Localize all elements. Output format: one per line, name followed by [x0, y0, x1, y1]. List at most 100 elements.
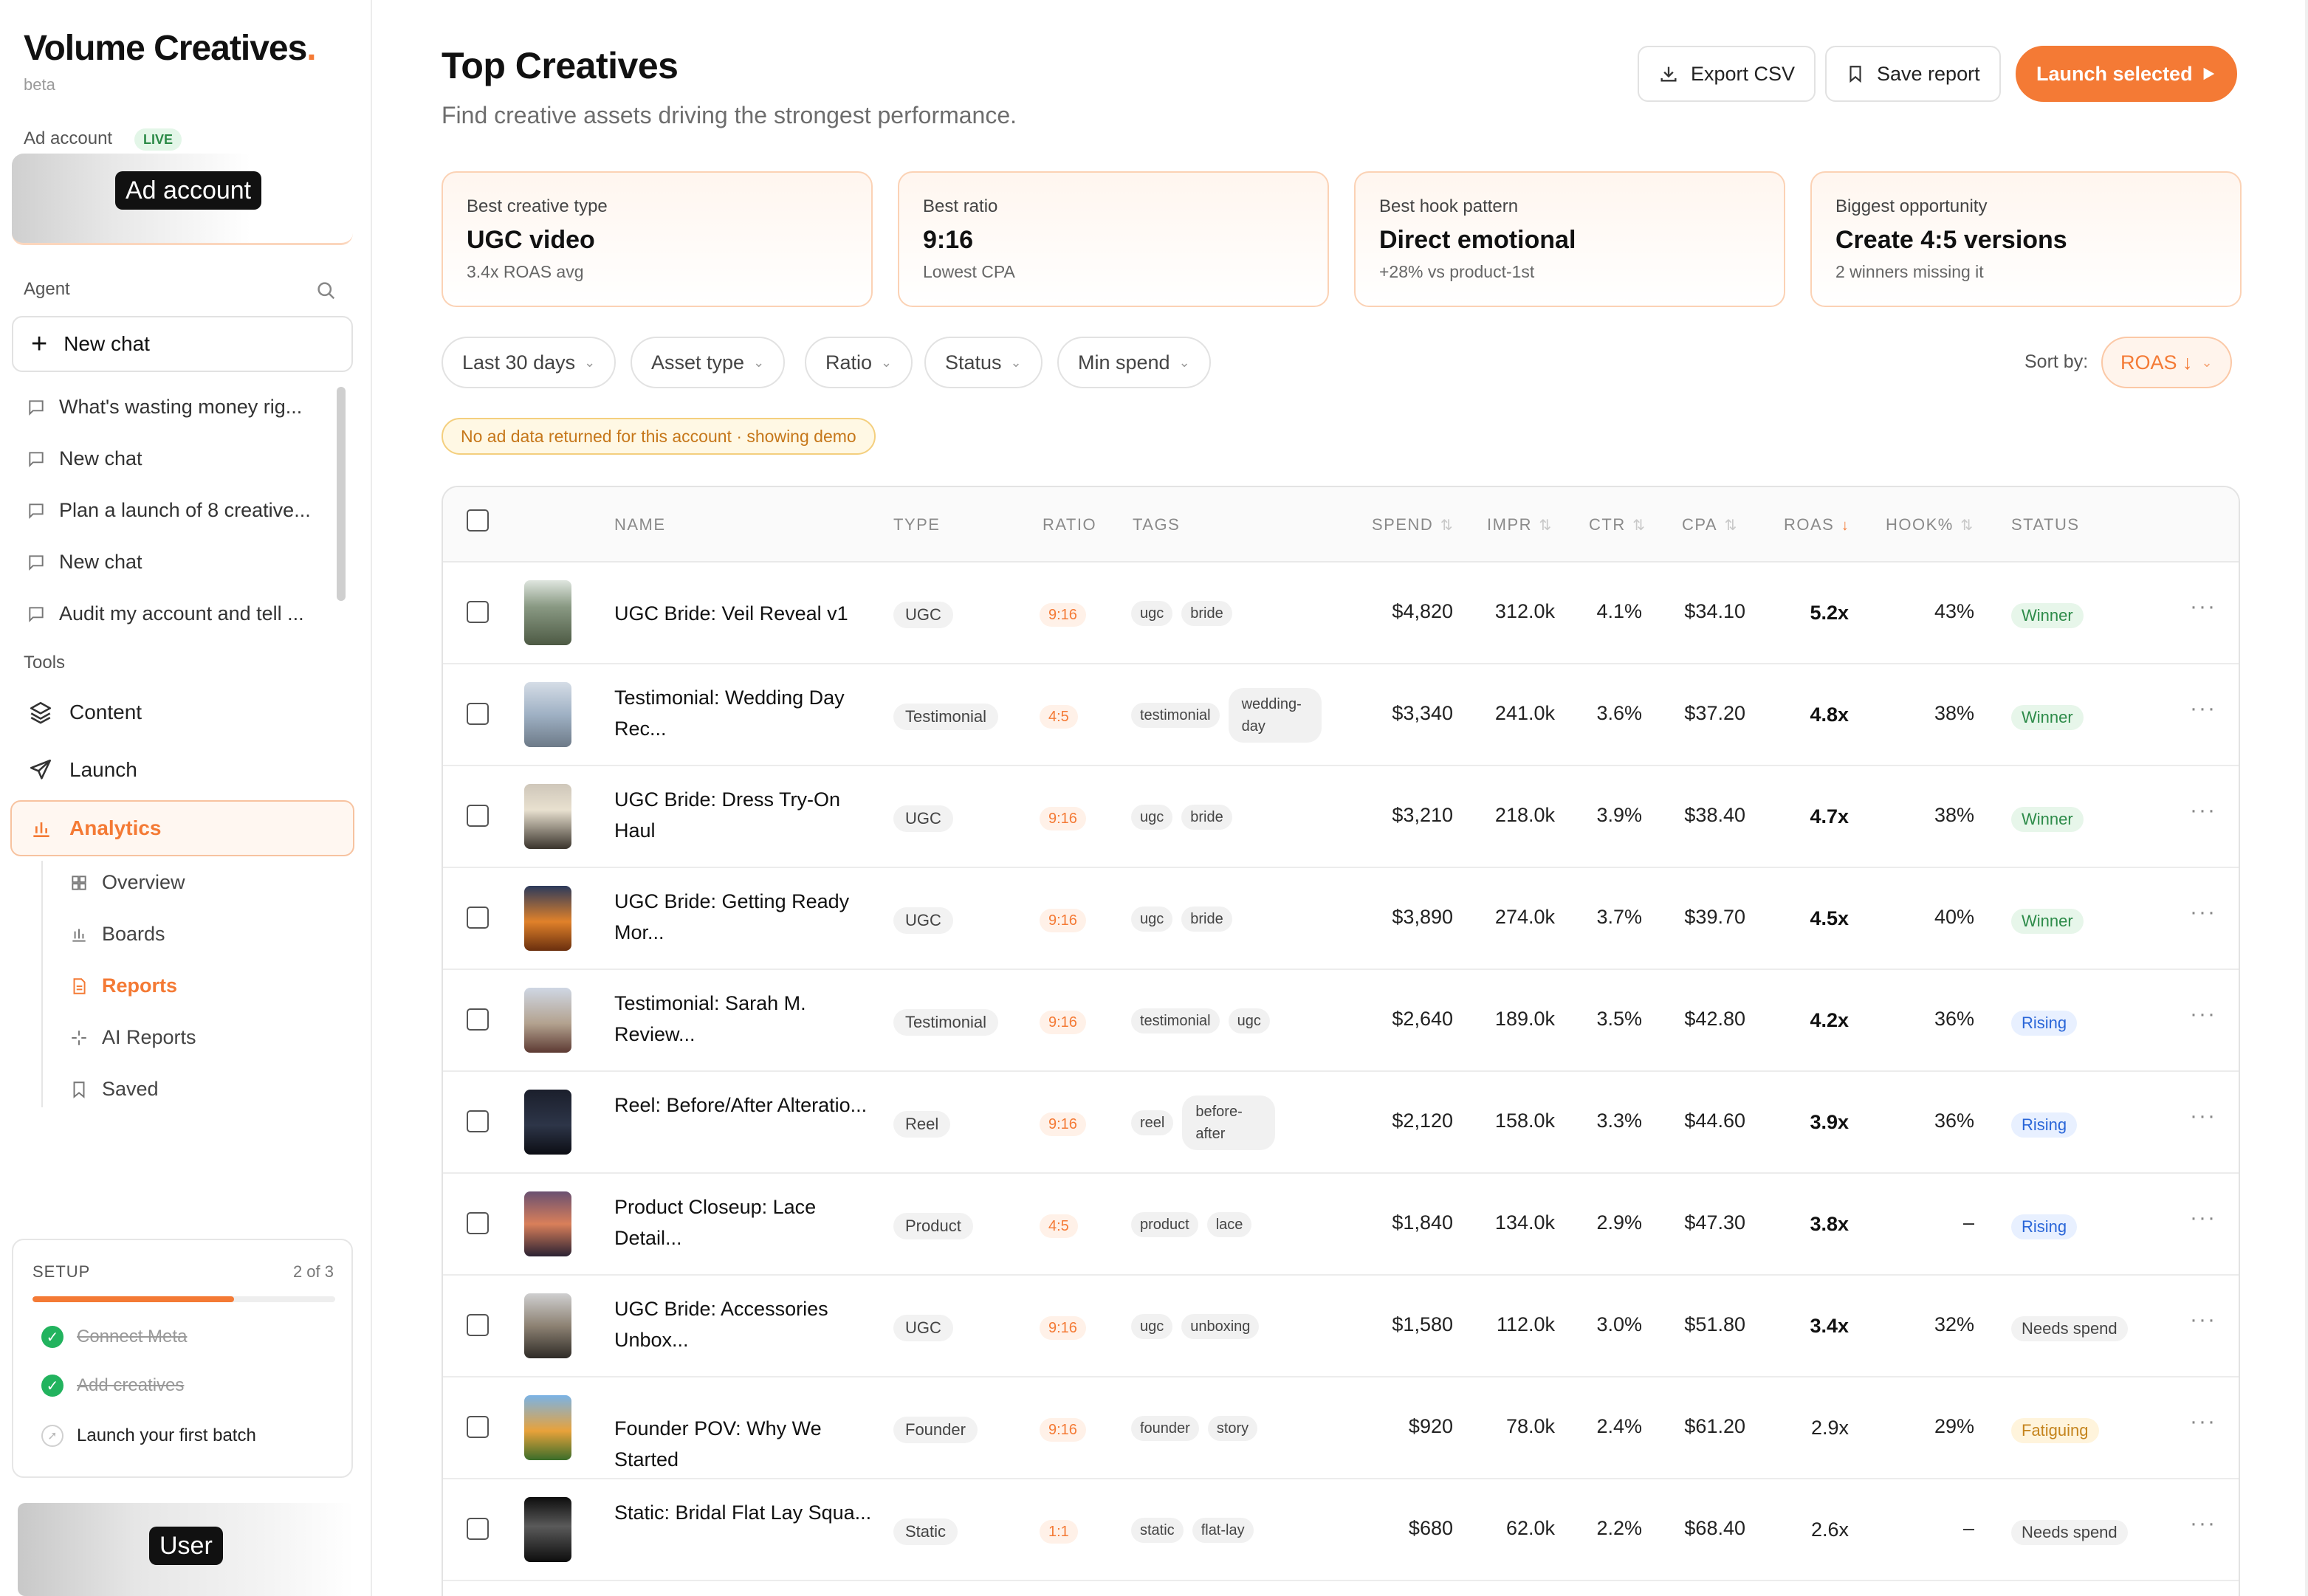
creative-thumbnail[interactable] [524, 1395, 571, 1460]
column-header-impr[interactable]: IMPR ⇅ [1487, 515, 1552, 534]
creative-name[interactable]: UGC Bride: Accessories Unbox... [614, 1298, 828, 1351]
search-icon[interactable] [315, 279, 337, 301]
creative-thumbnail[interactable] [524, 1497, 571, 1562]
creative-thumbnail[interactable] [524, 580, 571, 645]
column-header-tags[interactable]: TAGS [1133, 515, 1181, 534]
table-row[interactable]: Static: Bridal Flat Lay Squa... Static 1:1… [443, 1479, 2239, 1581]
chat-history-item[interactable]: New chat [27, 447, 319, 470]
column-header-type[interactable]: TYPE [893, 515, 941, 534]
creative-name[interactable]: Founder POV: Why We Started [614, 1417, 822, 1471]
column-header-name[interactable]: NAME [614, 515, 666, 534]
tool-content[interactable]: Content [28, 700, 142, 725]
creative-name[interactable]: UGC Bride: Dress Try-On Haul [614, 788, 841, 842]
select-all-checkbox[interactable] [467, 509, 489, 532]
column-header-hook[interactable]: HOOK% ⇅ [1886, 515, 1974, 534]
creative-thumbnail[interactable] [524, 1191, 571, 1256]
row-checkbox[interactable] [467, 1212, 489, 1234]
creative-name[interactable]: UGC Bride: Veil Reveal v1 [614, 602, 848, 625]
filter-ratio[interactable]: Ratio ⌄ [805, 337, 913, 388]
nav-saved[interactable]: Saved [69, 1078, 159, 1101]
more-options-icon[interactable]: ··· [2190, 1307, 2216, 1332]
chat-history-item[interactable]: What's wasting money rig... [27, 396, 319, 419]
more-options-icon[interactable]: ··· [2190, 798, 2216, 822]
nav-boards[interactable]: Boards [69, 923, 165, 946]
save-report-button[interactable]: Save report [1825, 46, 2001, 102]
export-csv-button[interactable]: Export CSV [1638, 46, 1816, 102]
column-header-cpa[interactable]: CPA ⇅ [1682, 515, 1737, 534]
creative-thumbnail[interactable] [524, 682, 571, 747]
more-options-icon[interactable]: ··· [2190, 1409, 2216, 1434]
tool-launch[interactable]: Launch [28, 757, 137, 782]
creative-thumbnail[interactable] [524, 886, 571, 951]
filter-status[interactable]: Status ⌄ [924, 337, 1043, 388]
cpa-value: $68.40 [1684, 1517, 1745, 1539]
chat-history-item[interactable]: New chat [27, 551, 319, 574]
row-checkbox[interactable] [467, 1518, 489, 1540]
creative-name[interactable]: Product Closeup: Lace Detail... [614, 1196, 817, 1249]
creative-thumbnail[interactable] [524, 1293, 571, 1358]
more-options-icon[interactable]: ··· [2190, 594, 2216, 619]
row-checkbox[interactable] [467, 601, 489, 623]
launch-selected-button[interactable]: Launch selected [2016, 46, 2237, 102]
brand-logo[interactable]: Volume Creatives. [24, 29, 317, 68]
status-badge: Winner [2011, 807, 2084, 832]
more-options-icon[interactable]: ··· [2190, 1002, 2216, 1026]
table-row[interactable]: UGC Bride: Veil Reveal v1 UGC 9:16 ugc bride… [443, 563, 2239, 664]
more-options-icon[interactable]: ··· [2190, 1205, 2216, 1230]
more-options-icon[interactable]: ··· [2190, 1511, 2216, 1535]
creative-thumbnail[interactable] [524, 784, 571, 849]
ad-account-selector[interactable]: Ad account [12, 154, 353, 245]
nav-ai-reports[interactable]: AI Reports [69, 1026, 196, 1049]
row-checkbox[interactable] [467, 805, 489, 827]
column-header-spend[interactable]: SPEND ⇅ [1372, 515, 1453, 534]
column-header-ctr[interactable]: CTR ⇅ [1589, 515, 1646, 534]
ratio-badge: 9:16 [1040, 1418, 1086, 1442]
creative-name[interactable]: UGC Bride: Getting Ready Mor... [614, 890, 850, 943]
creative-name[interactable]: Static: Bridal Flat Lay Squa... [614, 1502, 872, 1524]
table-row[interactable]: Testimonial: Sarah M. Review... Testimoni… [443, 970, 2239, 1072]
ctr-value: 3.9% [1596, 804, 1642, 826]
chat-history-item[interactable]: Audit my account and tell ... [27, 602, 319, 625]
status-badge: Winner [2011, 705, 2084, 730]
creative-thumbnail[interactable] [524, 1090, 571, 1155]
row-checkbox[interactable] [467, 1416, 489, 1438]
new-chat-button[interactable]: + New chat [12, 316, 353, 372]
nav-overview[interactable]: Overview [69, 871, 185, 894]
row-checkbox[interactable] [467, 1314, 489, 1336]
creative-name[interactable]: Reel: Before/After Alteratio... [614, 1094, 868, 1116]
filter-min-spend[interactable]: Min spend ⌄ [1057, 337, 1211, 388]
creative-name[interactable]: Testimonial: Wedding Day Rec... [614, 687, 845, 740]
user-profile[interactable]: User [18, 1503, 354, 1596]
chat-list-scrollbar[interactable] [337, 387, 346, 601]
more-options-icon[interactable]: ··· [2190, 696, 2216, 720]
table-row[interactable]: Founder POV: Why We Started Founder 9:16 fo… [443, 1377, 2239, 1479]
table-row[interactable]: UGC Bride: Dress Try-On Haul UGC 9:16 ugc br… [443, 766, 2239, 868]
column-header-ratio[interactable]: RATIO [1043, 515, 1097, 534]
chat-history-item[interactable]: Plan a launch of 8 creative... [27, 499, 319, 522]
more-options-icon[interactable]: ··· [2190, 1104, 2216, 1128]
sort-select[interactable]: ROAS ↓ ⌄ [2101, 337, 2232, 388]
nav-reports[interactable]: Reports [69, 974, 177, 997]
column-header-roas[interactable]: ROAS ↓ [1784, 515, 1849, 534]
table-row[interactable]: Reel: Before/After Alteratio... Reel 9:16 r… [443, 1072, 2239, 1174]
setup-step-add-creatives[interactable]: ✓ Add creatives [41, 1375, 184, 1397]
table-row[interactable]: UGC Bride: Getting Ready Mor... UGC 9:16 ug… [443, 868, 2239, 970]
filter-date-range[interactable]: Last 30 days ⌄ [442, 337, 617, 388]
row-checkbox[interactable] [467, 1110, 489, 1132]
row-checkbox[interactable] [467, 1008, 489, 1031]
creative-thumbnail[interactable] [524, 988, 571, 1053]
row-checkbox[interactable] [467, 907, 489, 929]
setup-step-launch-batch[interactable]: ➚ Launch your first batch [41, 1425, 256, 1447]
row-checkbox[interactable] [467, 703, 489, 725]
table-row[interactable]: Testimonial: Wedding Day Rec... Testimoni… [443, 664, 2239, 766]
column-header-status[interactable]: STATUS [2011, 515, 2080, 534]
table-row[interactable]: Product Closeup: Lace Detail... Product 4:… [443, 1174, 2239, 1276]
tool-analytics[interactable]: Analytics [10, 800, 354, 856]
setup-step-connect-meta[interactable]: ✓ Connect Meta [41, 1326, 187, 1348]
chevron-down-icon: ⌄ [584, 354, 596, 370]
table-row[interactable]: UGC Bride: Accessories Unbox... UGC 9:16 ug… [443, 1276, 2239, 1377]
filter-asset-type[interactable]: Asset type ⌄ [631, 337, 786, 388]
creative-name[interactable]: Testimonial: Sarah M. Review... [614, 992, 806, 1045]
more-options-icon[interactable]: ··· [2190, 900, 2216, 924]
ratio-badge: 9:16 [1040, 807, 1086, 830]
